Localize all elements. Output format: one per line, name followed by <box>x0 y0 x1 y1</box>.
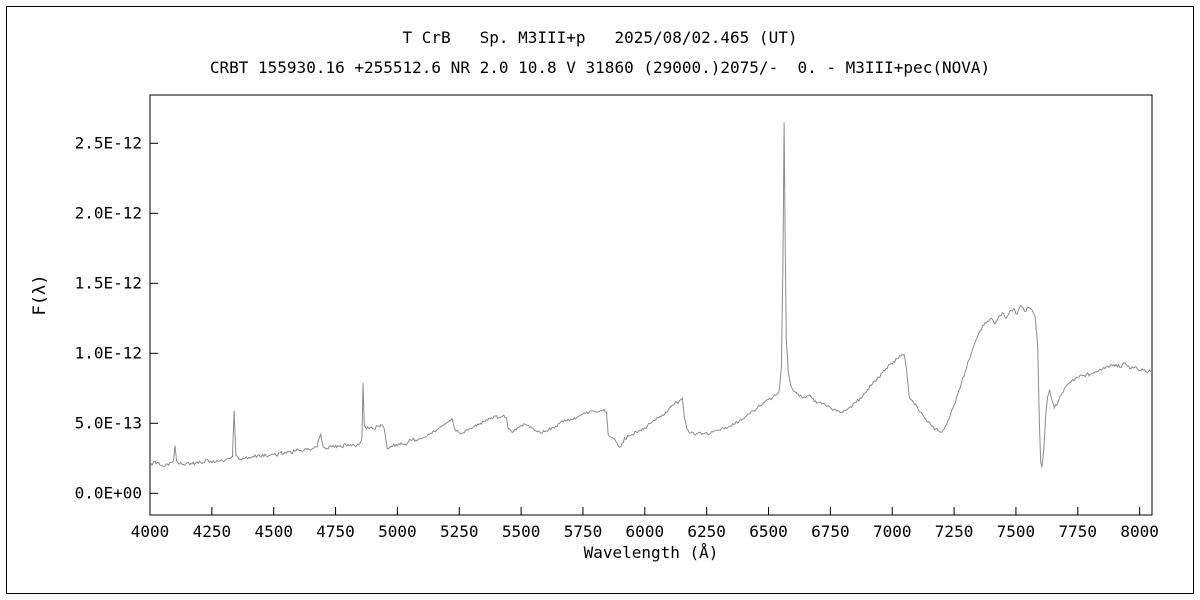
y-tick-label: 2.0E-12 <box>75 203 142 222</box>
x-axis-label: Wavelength (Å) <box>583 543 719 562</box>
x-tick-label: 5000 <box>378 522 417 541</box>
x-tick-label: 5250 <box>440 522 479 541</box>
y-tick-label: 5.0E-13 <box>75 413 142 432</box>
x-tick-label: 7250 <box>935 522 974 541</box>
x-tick-label: 7500 <box>997 522 1036 541</box>
x-tick-label: 5500 <box>502 522 541 541</box>
x-tick-label: 8000 <box>1120 522 1159 541</box>
x-tick-label: 7750 <box>1059 522 1098 541</box>
x-tick-label: 6250 <box>687 522 726 541</box>
chart-subtitle: CRBT 155930.16 +255512.6 NR 2.0 10.8 V 3… <box>209 58 991 77</box>
y-axis-label: F(λ) <box>30 274 50 316</box>
y-tick-label: 1.5E-12 <box>75 273 142 292</box>
x-tick-label: 6500 <box>749 522 788 541</box>
y-tick-label: 0.0E+00 <box>75 483 142 502</box>
x-tick-label: 4000 <box>131 522 170 541</box>
plot-frame <box>149 94 1153 516</box>
spectrum-line <box>149 122 1153 469</box>
x-tick-label: 6750 <box>811 522 850 541</box>
y-tick-label: 1.0E-12 <box>75 343 142 362</box>
y-tick-label: 2.5E-12 <box>75 133 142 152</box>
x-tick-label: 4750 <box>316 522 355 541</box>
x-tick-label: 5750 <box>564 522 603 541</box>
x-tick-label: 4250 <box>193 522 232 541</box>
x-tick-label: 6000 <box>626 522 665 541</box>
x-tick-label: 4500 <box>254 522 293 541</box>
x-tick-label: 7000 <box>873 522 912 541</box>
chart-title: T CrB Sp. M3III+p 2025/08/02.465 (UT) <box>402 28 798 47</box>
